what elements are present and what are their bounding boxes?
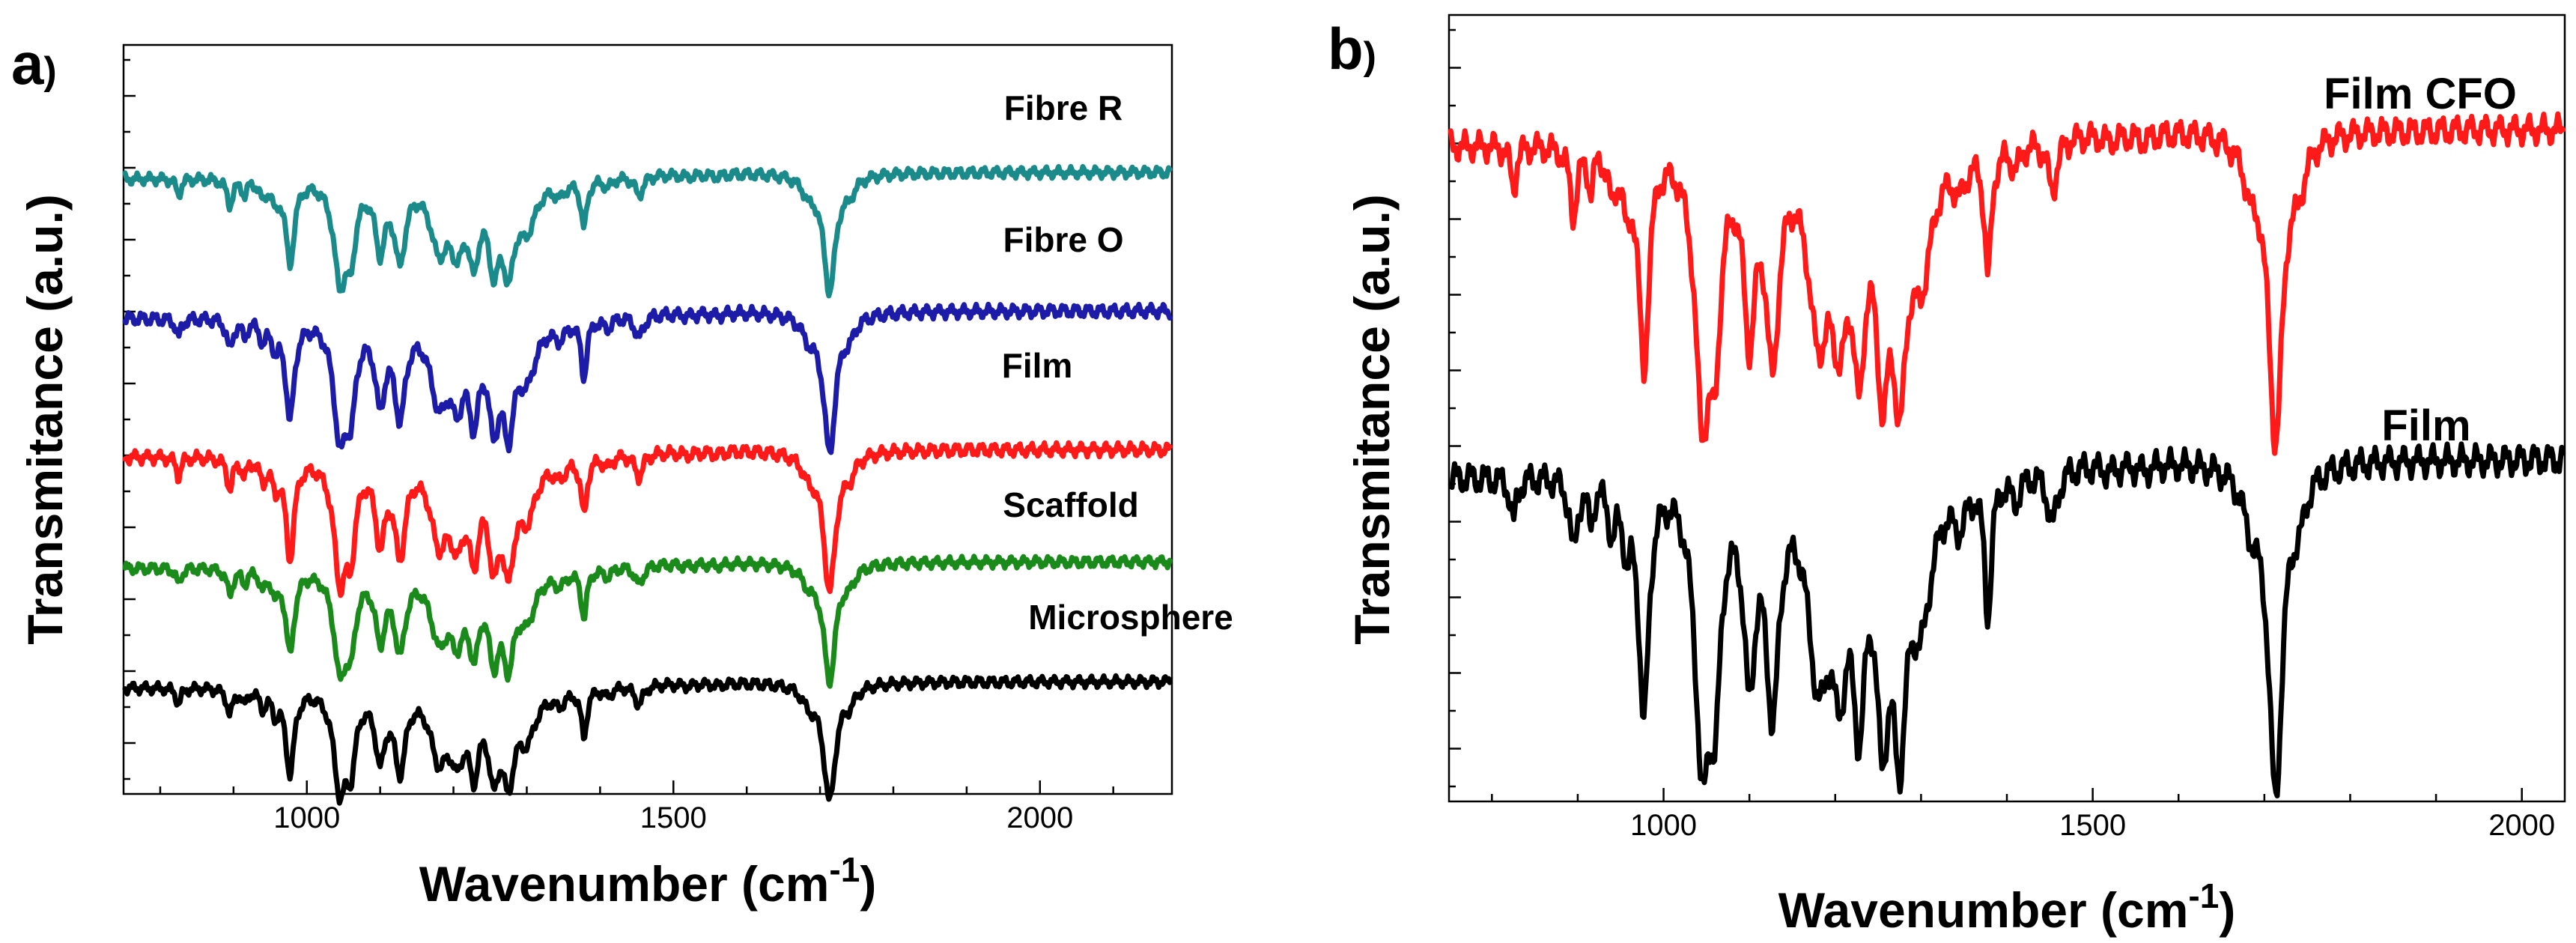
panel-b-label: b) [1328,16,1376,82]
panel-a-xlabel: Wavenumber (cm-1) [419,850,877,912]
panel-b-series [1448,111,2566,798]
panel-a-label: a) [11,31,57,97]
series-line-fibre-r [122,163,1173,299]
panel-a-ticks: 1000 1500 2000 [124,58,1114,834]
series-line-scaffold [122,554,1173,689]
series-label-scaffold: Scaffold [1003,485,1138,524]
panel-b-series-labels: Film CFO Film [2324,70,2517,450]
panel-b-ylabel: Transmitance (a.u.) [1344,194,1400,645]
panel-a-series-labels: Fibre R Fibre O Film Scaffold Microsphere [1002,88,1233,637]
series-label-film: Film [1002,346,1073,385]
panel-a: a) 1000 1500 2000 Fibre R Fibre O Film Scaffo… [11,31,1233,912]
series-line-film-cfo [1448,111,2566,456]
x-tick-label-1500: 1500 [2059,809,2126,842]
panel-b-xlabel: Wavenumber (cm-1) [1778,876,2236,938]
series-line-fibre-o [122,301,1173,455]
x-tick-label-1000: 1000 [273,801,340,834]
series-line-film [1448,441,2566,798]
series-line-film [122,440,1173,598]
series-label-fibre-o: Fibre O [1003,220,1123,259]
panel-b-ticks: 1000 1500 2000 [1449,28,2555,842]
panel-a-series [122,163,1173,806]
series-line-microsphere [122,673,1173,806]
x-tick-label-1500: 1500 [640,801,707,834]
x-tick-label-2000: 2000 [2488,809,2555,842]
panel-b: b) 1000 1500 2000 Film CFO Film Wavenumber … [1328,13,2566,938]
x-tick-label-2000: 2000 [1006,801,1073,834]
series-label-microsphere: Microsphere [1028,598,1233,637]
series-label-fibre-r: Fibre R [1004,88,1123,127]
series-label-film-cfo: Film CFO [2324,70,2517,118]
panel-a-ylabel: Transmitance (a.u.) [17,194,73,645]
x-tick-label-1000: 1000 [1630,809,1697,842]
series-label-film: Film [2381,401,2470,450]
